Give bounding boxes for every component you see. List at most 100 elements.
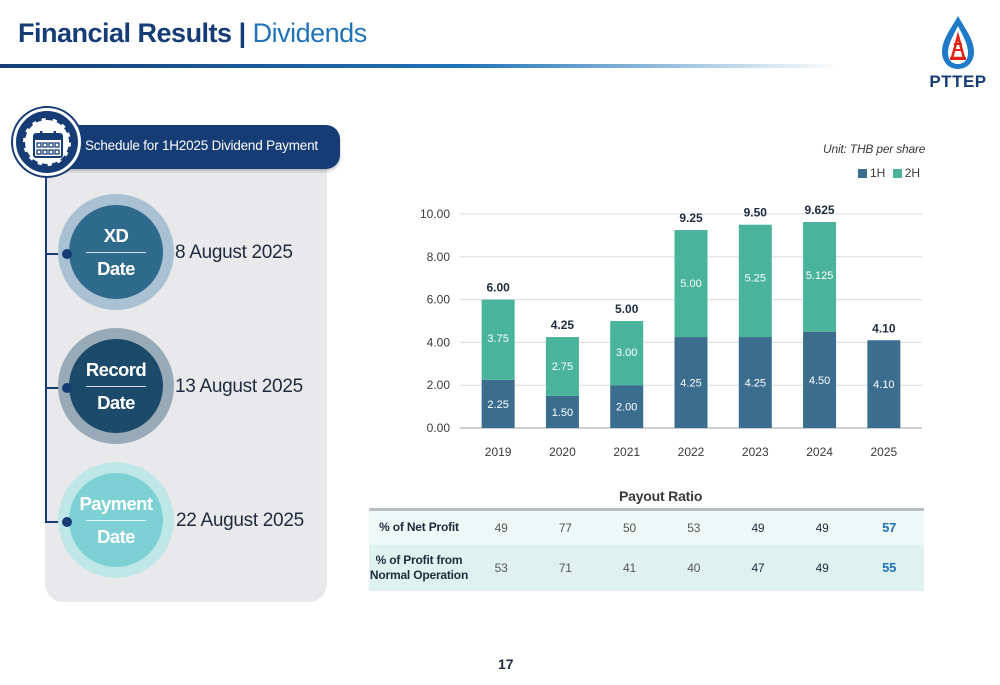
table-cell: 50 [623, 520, 636, 535]
table-cell: 71 [558, 560, 572, 575]
bar-total-label: 5.00 [615, 302, 639, 316]
x-tick-label: 2025 [871, 445, 898, 459]
legend-item-1h: 1H [858, 166, 885, 180]
x-tick-label: 2024 [806, 445, 833, 459]
bar-total-label: 9.625 [805, 203, 835, 217]
connector-xd [45, 253, 69, 255]
connector-payment [45, 521, 69, 523]
bar-total-label: 9.50 [744, 206, 768, 220]
bar-2h-2021 [610, 321, 644, 386]
table-cell: 53 [687, 520, 701, 535]
payout-table: % of Net Profit 49 77 50 53 49 49 57 % o… [369, 508, 924, 591]
page-number: 17 [498, 656, 514, 672]
timeline-dot-payment [62, 517, 72, 527]
bar-value-label: 4.25 [745, 378, 766, 390]
record-label-bottom: Date [97, 391, 135, 413]
title-subtitle: Dividends [252, 18, 368, 48]
bar-total-label: 9.25 [679, 211, 703, 225]
x-tick-label: 2023 [742, 445, 769, 459]
bar-1h-2020 [545, 395, 579, 428]
table-cell-highlight: 57 [882, 520, 897, 536]
record-label-top: Record [85, 358, 147, 380]
payment-label-bottom: Date [97, 525, 135, 547]
chart-legend: 1H 2H [858, 166, 924, 180]
table-cell: 49 [751, 520, 765, 535]
title-underline [0, 64, 840, 68]
table-cell: 53 [494, 560, 508, 575]
legend-item-2h: 2H [892, 166, 921, 180]
calendar-icon [33, 131, 63, 158]
legend-swatch-1h [858, 169, 867, 178]
xd-label-bottom: Date [97, 257, 135, 279]
bar-2h-2023 [738, 224, 772, 338]
table-cell-highlight: 55 [882, 560, 897, 575]
row-label: % of Profit from Normal Operation [369, 552, 469, 582]
legend-swatch-2h [892, 169, 902, 178]
table-cell: 77 [558, 520, 572, 535]
y-tick-label: 6.00 [427, 293, 451, 307]
bar-2h-2020 [545, 337, 579, 396]
y-tick-label: 2.00 [427, 378, 451, 392]
calendar-badge [13, 108, 81, 176]
timeline-dot-record [62, 383, 72, 393]
record-date-badge: Record Date [69, 339, 163, 433]
bar-value-label: 2.75 [552, 361, 573, 373]
bar-value-label: 4.10 [873, 379, 894, 391]
bar-2h-2019 [481, 299, 515, 380]
y-tick-label: 10.00 [420, 207, 450, 221]
bar-total-label: 6.00 [486, 281, 510, 295]
xd-date-badge: XD Date [69, 205, 163, 299]
schedule-header-bar [40, 125, 340, 169]
bar-value-label: 5.125 [806, 270, 834, 282]
bar-1h-2019 [481, 379, 515, 428]
table-cell: 47 [751, 560, 765, 575]
timeline-line [45, 172, 47, 522]
bar-value-label: 4.25 [680, 378, 701, 390]
bar-value-label: 4.50 [809, 375, 830, 387]
legend-label-2h: 2H [904, 166, 921, 180]
bar-1h-2022 [674, 337, 708, 428]
x-tick-label: 2019 [485, 445, 512, 459]
y-tick-label: 8.00 [427, 250, 451, 264]
logo-text: PTTEP [929, 72, 987, 91]
bar-value-label: 1.50 [552, 407, 573, 419]
pttep-logo: PTTEP [920, 14, 996, 94]
xd-label-top: XD [103, 224, 129, 246]
bar-1h-2023 [738, 337, 772, 428]
bar-2h-2022 [674, 230, 708, 338]
table-row: % of Profit from Normal Operation 53 71 … [369, 544, 924, 591]
x-tick-label: 2021 [613, 445, 640, 459]
bar-value-label: 2.25 [487, 399, 508, 411]
title-separator: | [231, 18, 253, 48]
bar-value-label: 5.25 [745, 273, 766, 285]
table-row: % of Net Profit 49 77 50 53 49 49 57 [369, 509, 924, 545]
x-tick-label: 2022 [678, 445, 705, 459]
bar-1h-2024 [803, 331, 837, 428]
bar-2h-2024 [803, 222, 837, 332]
payment-date-badge: Payment Date [69, 473, 163, 567]
y-tick-label: 4.00 [427, 335, 451, 349]
timeline-dot-xd [62, 249, 72, 259]
bar-value-label: 3.00 [616, 347, 637, 359]
bar-value-label: 5.00 [680, 278, 701, 290]
bar-total-label: 4.10 [872, 321, 896, 335]
legend-label-1h: 1H [870, 166, 886, 180]
pttep-drop-icon [942, 16, 974, 69]
payment-date-value: 22 August 2025 [176, 510, 304, 531]
row-label: % of Net Profit [379, 520, 459, 535]
bar-total-label: 4.25 [551, 318, 575, 332]
table-cell: 49 [815, 520, 829, 535]
xd-date-value: 8 August 2025 [175, 242, 293, 263]
page-title: Financial Results | Dividends [18, 18, 367, 49]
table-cell: 49 [494, 520, 508, 535]
x-tick-label: 2020 [549, 445, 576, 459]
chart-unit-label: Unit: THB per share [823, 142, 926, 156]
schedule-title: Schedule for 1H2025 Dividend Payment [85, 138, 318, 153]
table-cell: 40 [687, 560, 701, 575]
payout-title: Payout Ratio [619, 488, 703, 504]
payment-label-top: Payment [79, 492, 154, 514]
connector-record [45, 387, 69, 389]
bar-value-label: 2.00 [616, 402, 637, 414]
bar-1h-2025 [867, 340, 901, 428]
